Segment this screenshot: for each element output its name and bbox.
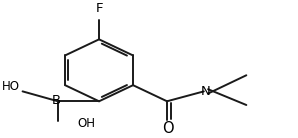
Text: O: O <box>162 121 173 136</box>
Text: OH: OH <box>78 117 96 130</box>
Text: B: B <box>52 94 61 107</box>
Text: HO: HO <box>2 80 20 93</box>
Text: F: F <box>95 2 103 15</box>
Text: N: N <box>200 85 210 98</box>
